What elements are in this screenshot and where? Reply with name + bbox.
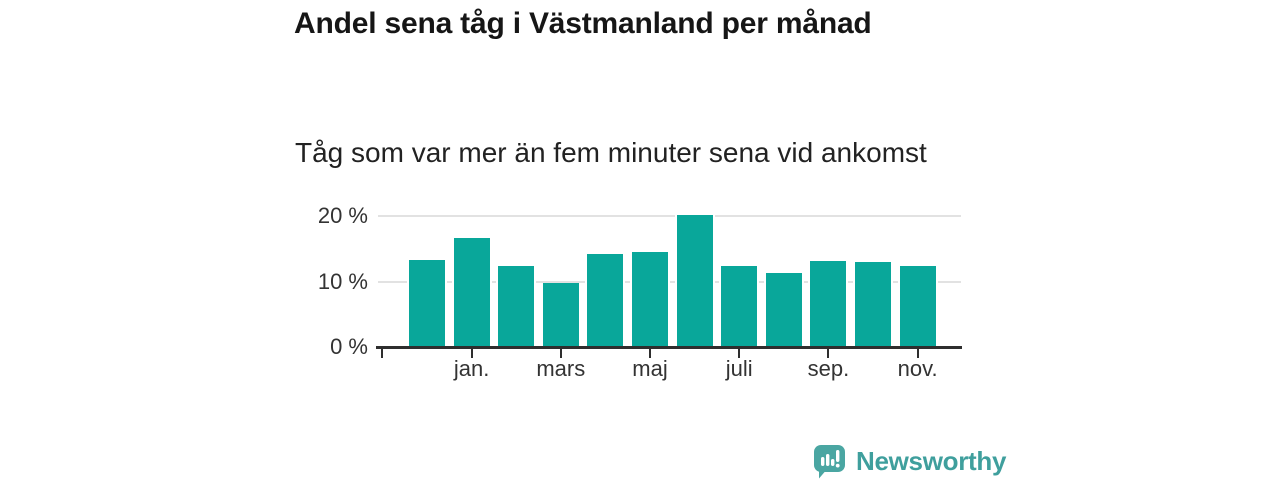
x-axis-tick-label: sep. <box>807 356 850 381</box>
bar-maj <box>630 252 670 347</box>
x-axis-tick <box>470 349 473 358</box>
newsworthy-logo: Newsworthy <box>813 443 1006 479</box>
bar-sep <box>808 261 849 347</box>
x-axis-tick-label: nov. <box>897 356 938 381</box>
chart-title: Andel sena tåg i Västmanland per månad <box>294 7 872 40</box>
bar-nov <box>897 265 938 347</box>
bar-mars <box>540 283 581 347</box>
bar-apr <box>585 253 626 347</box>
x-axis-tick <box>649 349 651 358</box>
y-axis-tick-label: 0 % <box>330 334 368 359</box>
x-axis-tick-label: jan. <box>453 356 490 381</box>
x-axis-tick <box>559 349 562 358</box>
newsworthy-logo-icon <box>814 444 845 478</box>
x-axis-tick <box>916 349 919 358</box>
x-axis-tick-label: maj <box>632 356 668 381</box>
x-axis-tick <box>738 349 741 358</box>
y-axis-tick-label: 10 % <box>317 268 368 294</box>
bar-juli <box>719 265 760 347</box>
x-axis-tick-label: mars <box>536 356 586 381</box>
bar-jan <box>451 238 492 347</box>
x-axis-tick <box>827 349 830 358</box>
bar-okt <box>853 261 893 347</box>
chart-subtitle: Tåg som var mer än fem minuter sena vid … <box>295 137 927 168</box>
newsworthy-logo-text: Newsworthy <box>856 446 1007 476</box>
bar-aug <box>763 272 804 347</box>
bar-jun <box>674 214 715 347</box>
x-axis-tick <box>381 349 384 358</box>
x-axis-tick-label: juli <box>725 356 753 381</box>
x-axis-line <box>376 346 962 349</box>
bar-feb <box>496 266 537 347</box>
bar-dec <box>407 259 447 347</box>
gridline <box>378 215 961 217</box>
y-axis-tick-label: 20 % <box>317 203 368 228</box>
